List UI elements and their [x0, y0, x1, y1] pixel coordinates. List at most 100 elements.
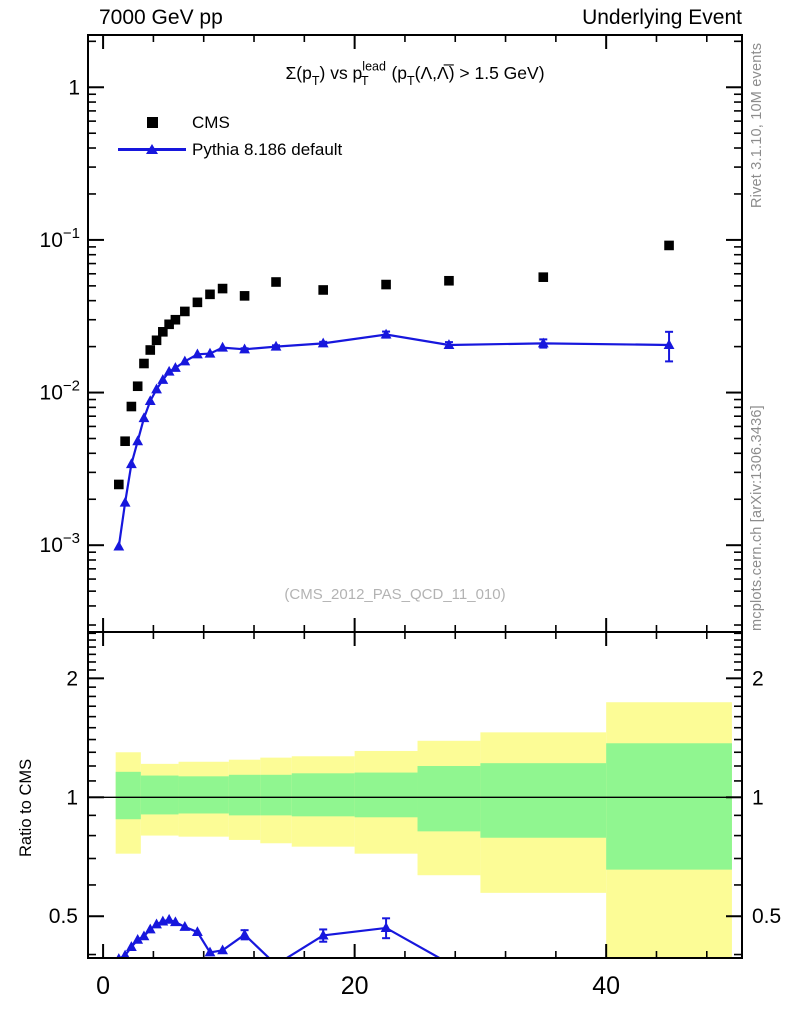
- plot-title: Σ(pT) vs plead T (pT(Λ,Λ̅) > 1.5 GeV): [285, 60, 544, 89]
- uncertainty-band-stat: [606, 743, 732, 870]
- ratio-data-point: [132, 933, 144, 944]
- x-tick-label: 0: [96, 972, 110, 1000]
- cms-data-point: [318, 285, 328, 295]
- cms-data-point: [120, 436, 130, 447]
- uncertainty-band-stat: [115, 771, 141, 820]
- x-tick-label: 20: [341, 972, 369, 1000]
- pythia-line: [117, 333, 670, 547]
- pythia-data-point: [151, 383, 162, 394]
- ratio-data-point: [271, 959, 282, 969]
- y-tick-label-main: 10−1: [40, 225, 80, 252]
- ratio-tick-label-right: 1: [752, 786, 764, 809]
- pythia-data-point: [163, 365, 175, 376]
- cms-data-point: [164, 319, 174, 330]
- cms-data-point: [239, 291, 250, 301]
- cms-data-point: [271, 277, 281, 287]
- x-tick-label: 40: [592, 972, 620, 1000]
- ratio-panel-series: [116, 913, 549, 973]
- uncertainty-bands: [115, 702, 732, 957]
- mcplots-arxiv-note: mcplots.cern.ch [arXiv:1306.3436]: [749, 405, 765, 631]
- ratio-data-point: [121, 949, 130, 957]
- cms-data-point: [170, 314, 181, 325]
- uncertainty-band-stat: [417, 766, 481, 832]
- pythia-data-point: [317, 337, 329, 348]
- ratio-tick-label-left: 0.5: [49, 905, 78, 928]
- analysis-id-watermark: (CMS_2012_PAS_QCD_11_010): [284, 586, 506, 603]
- cms-data-point: [139, 358, 149, 369]
- legend-item-cms: CMS: [116, 109, 342, 136]
- cms-data-point: [132, 381, 143, 392]
- cms-data-point: [158, 327, 168, 337]
- legend-item-pythia: Pythia 8.186 default: [116, 136, 342, 163]
- pythia-data-point: [380, 328, 392, 339]
- cms-data-point: [151, 335, 162, 346]
- analysis-group-label: Underlying Event: [582, 6, 742, 29]
- pythia-data-point: [217, 341, 228, 352]
- y-tick-label-main: 10−2: [40, 378, 80, 405]
- uncertainty-band-stat: [480, 763, 607, 838]
- cms-data-point: [664, 240, 674, 251]
- ratio-data-point: [538, 963, 549, 973]
- pythia-data-point: [204, 347, 216, 358]
- pythia-data-point: [144, 395, 156, 406]
- pythia-data-point: [138, 412, 150, 423]
- ratio-data-point: [239, 928, 250, 939]
- pythia-data-point: [192, 348, 203, 359]
- uncertainty-band-stat: [140, 775, 179, 815]
- main-panel-series: [113, 240, 675, 551]
- ratio-tick-label-left: 1: [66, 786, 78, 809]
- ratio-data-point: [138, 930, 150, 941]
- pythia-data-point: [270, 340, 282, 351]
- ratio-tick-label-left: 2: [66, 667, 78, 690]
- rivet-version-note: Rivet 3.1.10, 10M events: [749, 42, 765, 208]
- cms-data-point: [114, 479, 124, 490]
- legend: CMS Pythia 8.186 default: [116, 109, 342, 163]
- pythia-data-point: [157, 374, 169, 384]
- ratio-tick-label-right: 0.5: [752, 905, 781, 928]
- y-tick-label-main: 1: [68, 76, 80, 99]
- cms-data-point: [217, 283, 228, 294]
- pythia-data-point: [125, 458, 137, 469]
- ratio-data-point: [163, 913, 175, 924]
- pythia-triangle-marker-icon: [146, 144, 158, 154]
- ratio-data-point: [317, 929, 329, 940]
- pythia-data-point: [537, 337, 549, 348]
- pythia-data-point: [179, 355, 191, 366]
- legend-marker-area: [116, 109, 188, 136]
- axis-ticks: [88, 35, 742, 958]
- ratio-data-point: [179, 921, 191, 931]
- ratio-data-point: [116, 953, 121, 957]
- ratio-data-point: [444, 958, 455, 968]
- pythia-data-point: [239, 343, 250, 354]
- ratio-data-point: [192, 926, 203, 937]
- cms-data-point: [205, 289, 215, 300]
- cms-data-point: [381, 279, 391, 290]
- ratio-data-point: [204, 946, 216, 957]
- legend-marker-area: [116, 136, 188, 163]
- ratio-data-point: [380, 922, 392, 932]
- pythia-data-point: [663, 339, 675, 349]
- cms-data-point: [180, 306, 190, 317]
- pythia-data-point: [119, 496, 131, 507]
- beam-energy-label: 7000 GeV pp: [99, 6, 223, 29]
- ratio-axis-title: Ratio to CMS: [17, 758, 35, 857]
- cms-data-point: [538, 272, 549, 282]
- uncertainty-band-stat: [260, 774, 292, 816]
- cms-data-point: [192, 297, 203, 308]
- pythia-data-point: [443, 339, 455, 349]
- y-tick-label-main: 10−3: [40, 530, 80, 557]
- legend-label-pythia: Pythia 8.186 default: [192, 139, 343, 159]
- ratio-panel-frame: [87, 631, 743, 959]
- tick-labels: 0 20 40 1 10−1 10−2 10−3 2 2 1 1 0.5 0.5: [40, 76, 782, 1000]
- ratio-data-point: [170, 916, 181, 927]
- ratio-data-point: [217, 944, 228, 955]
- ratio-tick-label-right: 2: [752, 667, 764, 690]
- ratio-data-point: [144, 923, 156, 934]
- uncertainty-band-stat: [228, 774, 261, 816]
- legend-label-cms: CMS: [192, 112, 230, 132]
- uncertainty-band-stat: [178, 776, 229, 814]
- ratio-data-point: [151, 918, 162, 929]
- cms-square-marker-icon: [147, 117, 158, 128]
